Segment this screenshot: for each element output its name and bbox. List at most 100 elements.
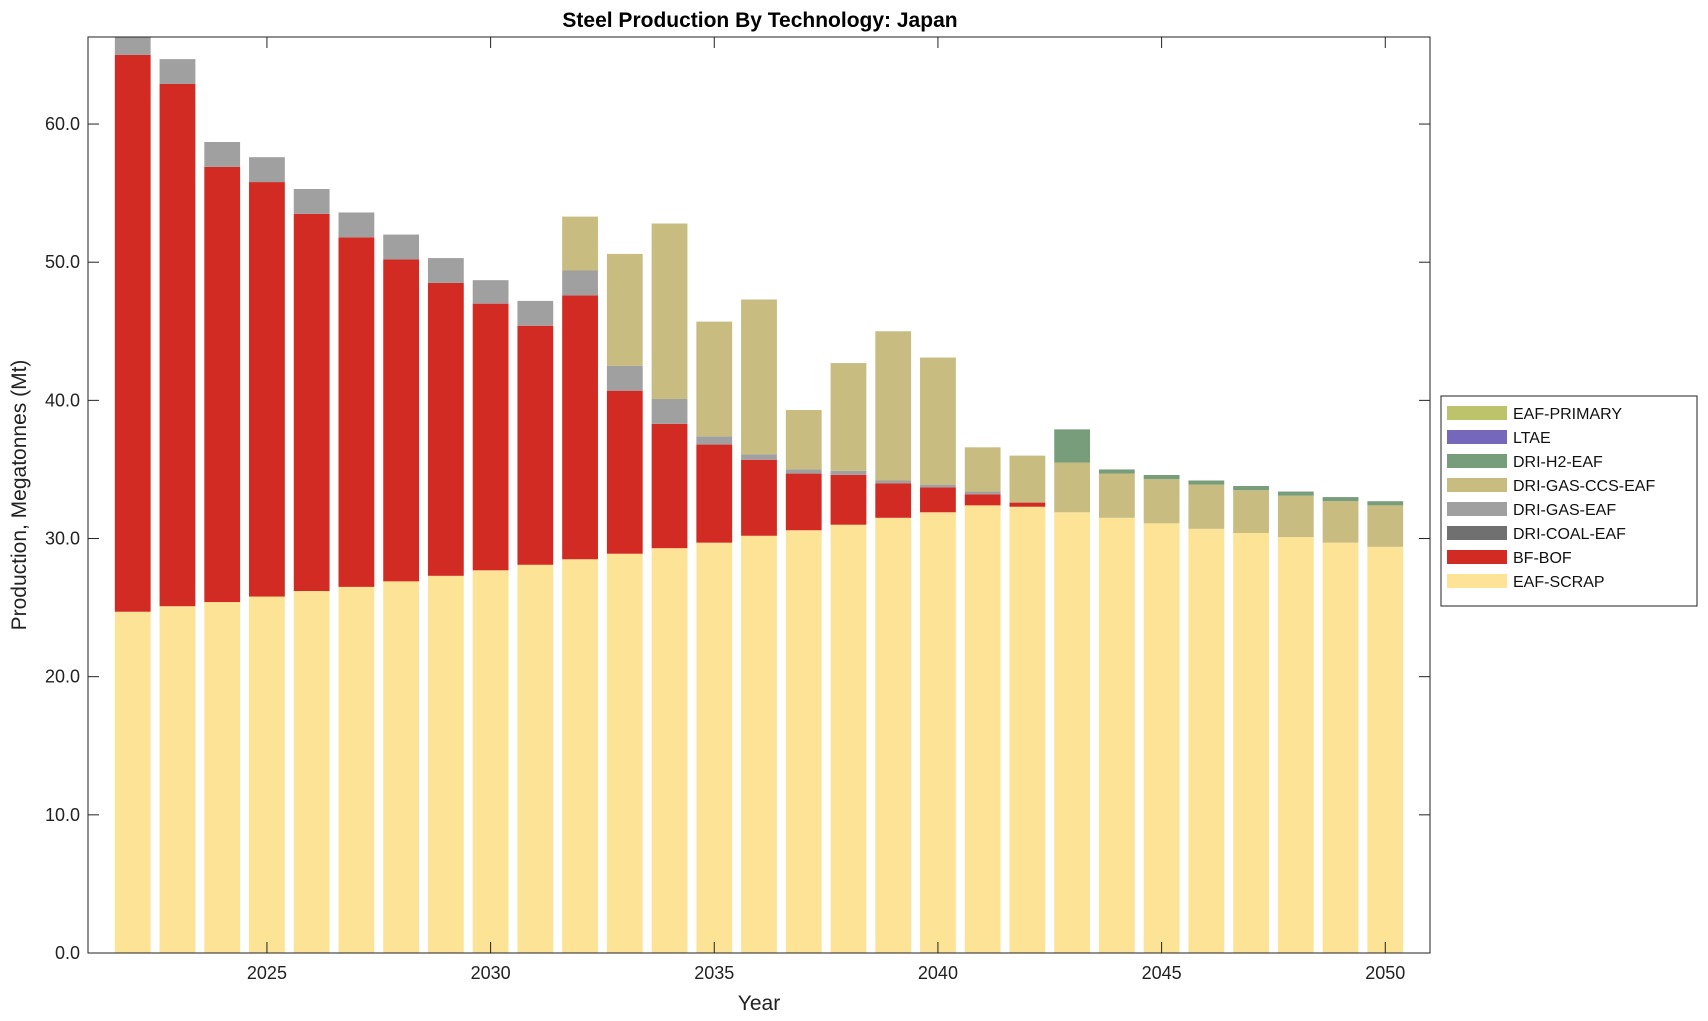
bar-eaf-scrap-2047 [1233,532,1269,953]
bar-dri-gas-ccs-eaf-2046 [1188,484,1225,529]
legend-swatch-dri-gas-ccs-eaf [1447,478,1507,492]
bar-bf-bof-2040 [920,487,956,513]
bar-eaf-scrap-2045 [1143,523,1180,953]
y-tick-label: 30.0 [45,529,80,549]
y-tick-label: 10.0 [45,805,80,825]
bar-eaf-scrap-2042 [1009,506,1046,953]
bar-dri-gas-ccs-eaf-2036 [741,299,777,455]
bar-dri-gas-eaf-2041 [964,491,1001,495]
bar-eaf-scrap-2025 [249,596,285,953]
bar-dri-gas-eaf-2024 [204,142,241,167]
bar-eaf-scrap-2029 [427,575,464,953]
bar-bf-bof-2032 [562,295,598,560]
bar-dri-gas-eaf-2037 [785,469,822,474]
bar-bf-bof-2036 [741,459,777,536]
bar-dri-gas-ccs-eaf-2044 [1098,473,1135,518]
bar-dri-h2-eaf-2049 [1322,497,1359,502]
bar-dri-h2-eaf-2044 [1098,469,1135,474]
bar-dri-gas-ccs-eaf-2042 [1009,455,1046,503]
bar-eaf-scrap-2027 [338,586,375,953]
bar-bf-bof-2028 [383,259,420,582]
bar-bf-bof-2034 [651,423,688,549]
bar-dri-gas-eaf-2027 [338,212,375,238]
bar-dri-gas-ccs-eaf-2039 [875,331,912,481]
legend-swatch-ltae [1447,430,1507,444]
legend-label-eaf-primary: EAF-PRIMARY [1513,406,1622,423]
bars-layer [114,37,1404,953]
legend-swatch-dri-h2-eaf [1447,454,1507,468]
x-tick-label: 2045 [1142,963,1182,983]
bar-eaf-scrap-2030 [472,570,509,953]
y-tick-label: 40.0 [45,390,80,410]
bar-dri-gas-ccs-eaf-2037 [785,410,822,470]
bar-eaf-scrap-2032 [562,559,598,953]
plot-frame [87,36,1431,954]
bar-dri-h2-eaf-2047 [1233,486,1269,491]
bar-dri-gas-eaf-2035 [696,436,733,445]
bar-eaf-scrap-2022 [114,611,151,953]
bar-dri-gas-eaf-2032 [562,270,598,296]
bar-bf-bof-2025 [249,182,285,597]
y-tick-label: 50.0 [45,252,80,272]
bar-eaf-scrap-2041 [964,505,1001,953]
bar-dri-gas-eaf-2033 [606,365,643,391]
bar-dri-gas-eaf-2039 [875,480,912,484]
bar-dri-gas-eaf-2038 [830,470,867,475]
y-tick-label: 0.0 [55,943,80,963]
x-tick-label: 2030 [471,963,511,983]
legend-label-dri-h2-eaf: DRI-H2-EAF [1513,454,1603,471]
bar-eaf-scrap-2036 [741,535,777,953]
bar-dri-gas-eaf-2031 [517,300,554,326]
bar-dri-gas-ccs-eaf-2040 [920,357,956,485]
bar-eaf-scrap-2028 [383,581,420,953]
bar-bf-bof-2026 [293,213,330,592]
bar-dri-h2-eaf-2045 [1143,474,1180,480]
bar-dri-gas-eaf-2022 [114,37,151,55]
bar-dri-gas-eaf-2023 [159,59,196,84]
bar-dri-h2-eaf-2050 [1367,501,1404,506]
bar-dri-gas-ccs-eaf-2047 [1233,490,1269,533]
x-tick-label: 2035 [694,963,734,983]
y-tick-label: 20.0 [45,667,80,687]
legend-swatch-dri-coal-eaf [1447,526,1507,540]
bar-eaf-scrap-2040 [920,512,956,953]
bar-dri-gas-ccs-eaf-2041 [964,447,1001,492]
bar-dri-h2-eaf-2046 [1188,480,1225,485]
legend: EAF-PRIMARY LTAE DRI-H2-EAF DRI-GAS-CCS-EAF… [1440,395,1698,607]
legend-label-ltae: LTAE [1513,430,1551,447]
y-axis-label: Production, Megatonnes (Mt) [8,360,31,631]
x-tick-label: 2025 [247,963,287,983]
bar-bf-bof-2039 [875,483,912,518]
legend-swatch-eaf-primary [1447,406,1507,420]
legend-label-eaf-scrap: EAF-SCRAP [1513,574,1605,591]
bar-bf-bof-2023 [159,83,196,607]
bar-eaf-scrap-2035 [696,542,733,953]
bar-bf-bof-2037 [785,473,822,531]
bar-eaf-scrap-2043 [1054,512,1091,953]
bar-bf-bof-2038 [830,474,867,525]
bar-dri-gas-eaf-2034 [651,398,688,424]
bar-eaf-scrap-2039 [875,517,912,953]
bar-eaf-scrap-2034 [651,548,688,953]
bar-dri-gas-ccs-eaf-2034 [651,223,688,399]
bar-eaf-scrap-2050 [1367,546,1404,953]
bar-dri-gas-eaf-2040 [920,484,956,488]
legend-label-dri-coal-eaf: DRI-COAL-EAF [1513,526,1626,543]
bar-dri-h2-eaf-2048 [1277,491,1314,496]
bar-dri-gas-eaf-2025 [249,157,285,183]
bar-eaf-scrap-2048 [1277,537,1314,953]
x-tick-label: 2050 [1365,963,1405,983]
bar-eaf-scrap-2049 [1322,542,1359,953]
bar-dri-gas-ccs-eaf-2045 [1143,479,1180,524]
legend-label-bf-bof: BF-BOF [1513,550,1572,567]
y-axis: 0.0 10.0 20.0 30.0 40.0 50.0 60.0 [45,114,1430,963]
legend-swatch-bf-bof [1447,550,1507,564]
legend-label-dri-gas-eaf: DRI-GAS-EAF [1513,502,1616,519]
legend-label-dri-gas-ccs-eaf: DRI-GAS-CCS-EAF [1513,478,1655,495]
bar-eaf-scrap-2037 [785,530,822,953]
legend-swatch-dri-gas-eaf [1447,502,1507,516]
bar-dri-gas-ccs-eaf-2048 [1277,495,1314,538]
bar-dri-gas-ccs-eaf-2035 [696,321,733,437]
x-axis: 2025 2030 2035 2040 2045 2050 [247,37,1405,983]
bar-bf-bof-2041 [964,494,1001,506]
